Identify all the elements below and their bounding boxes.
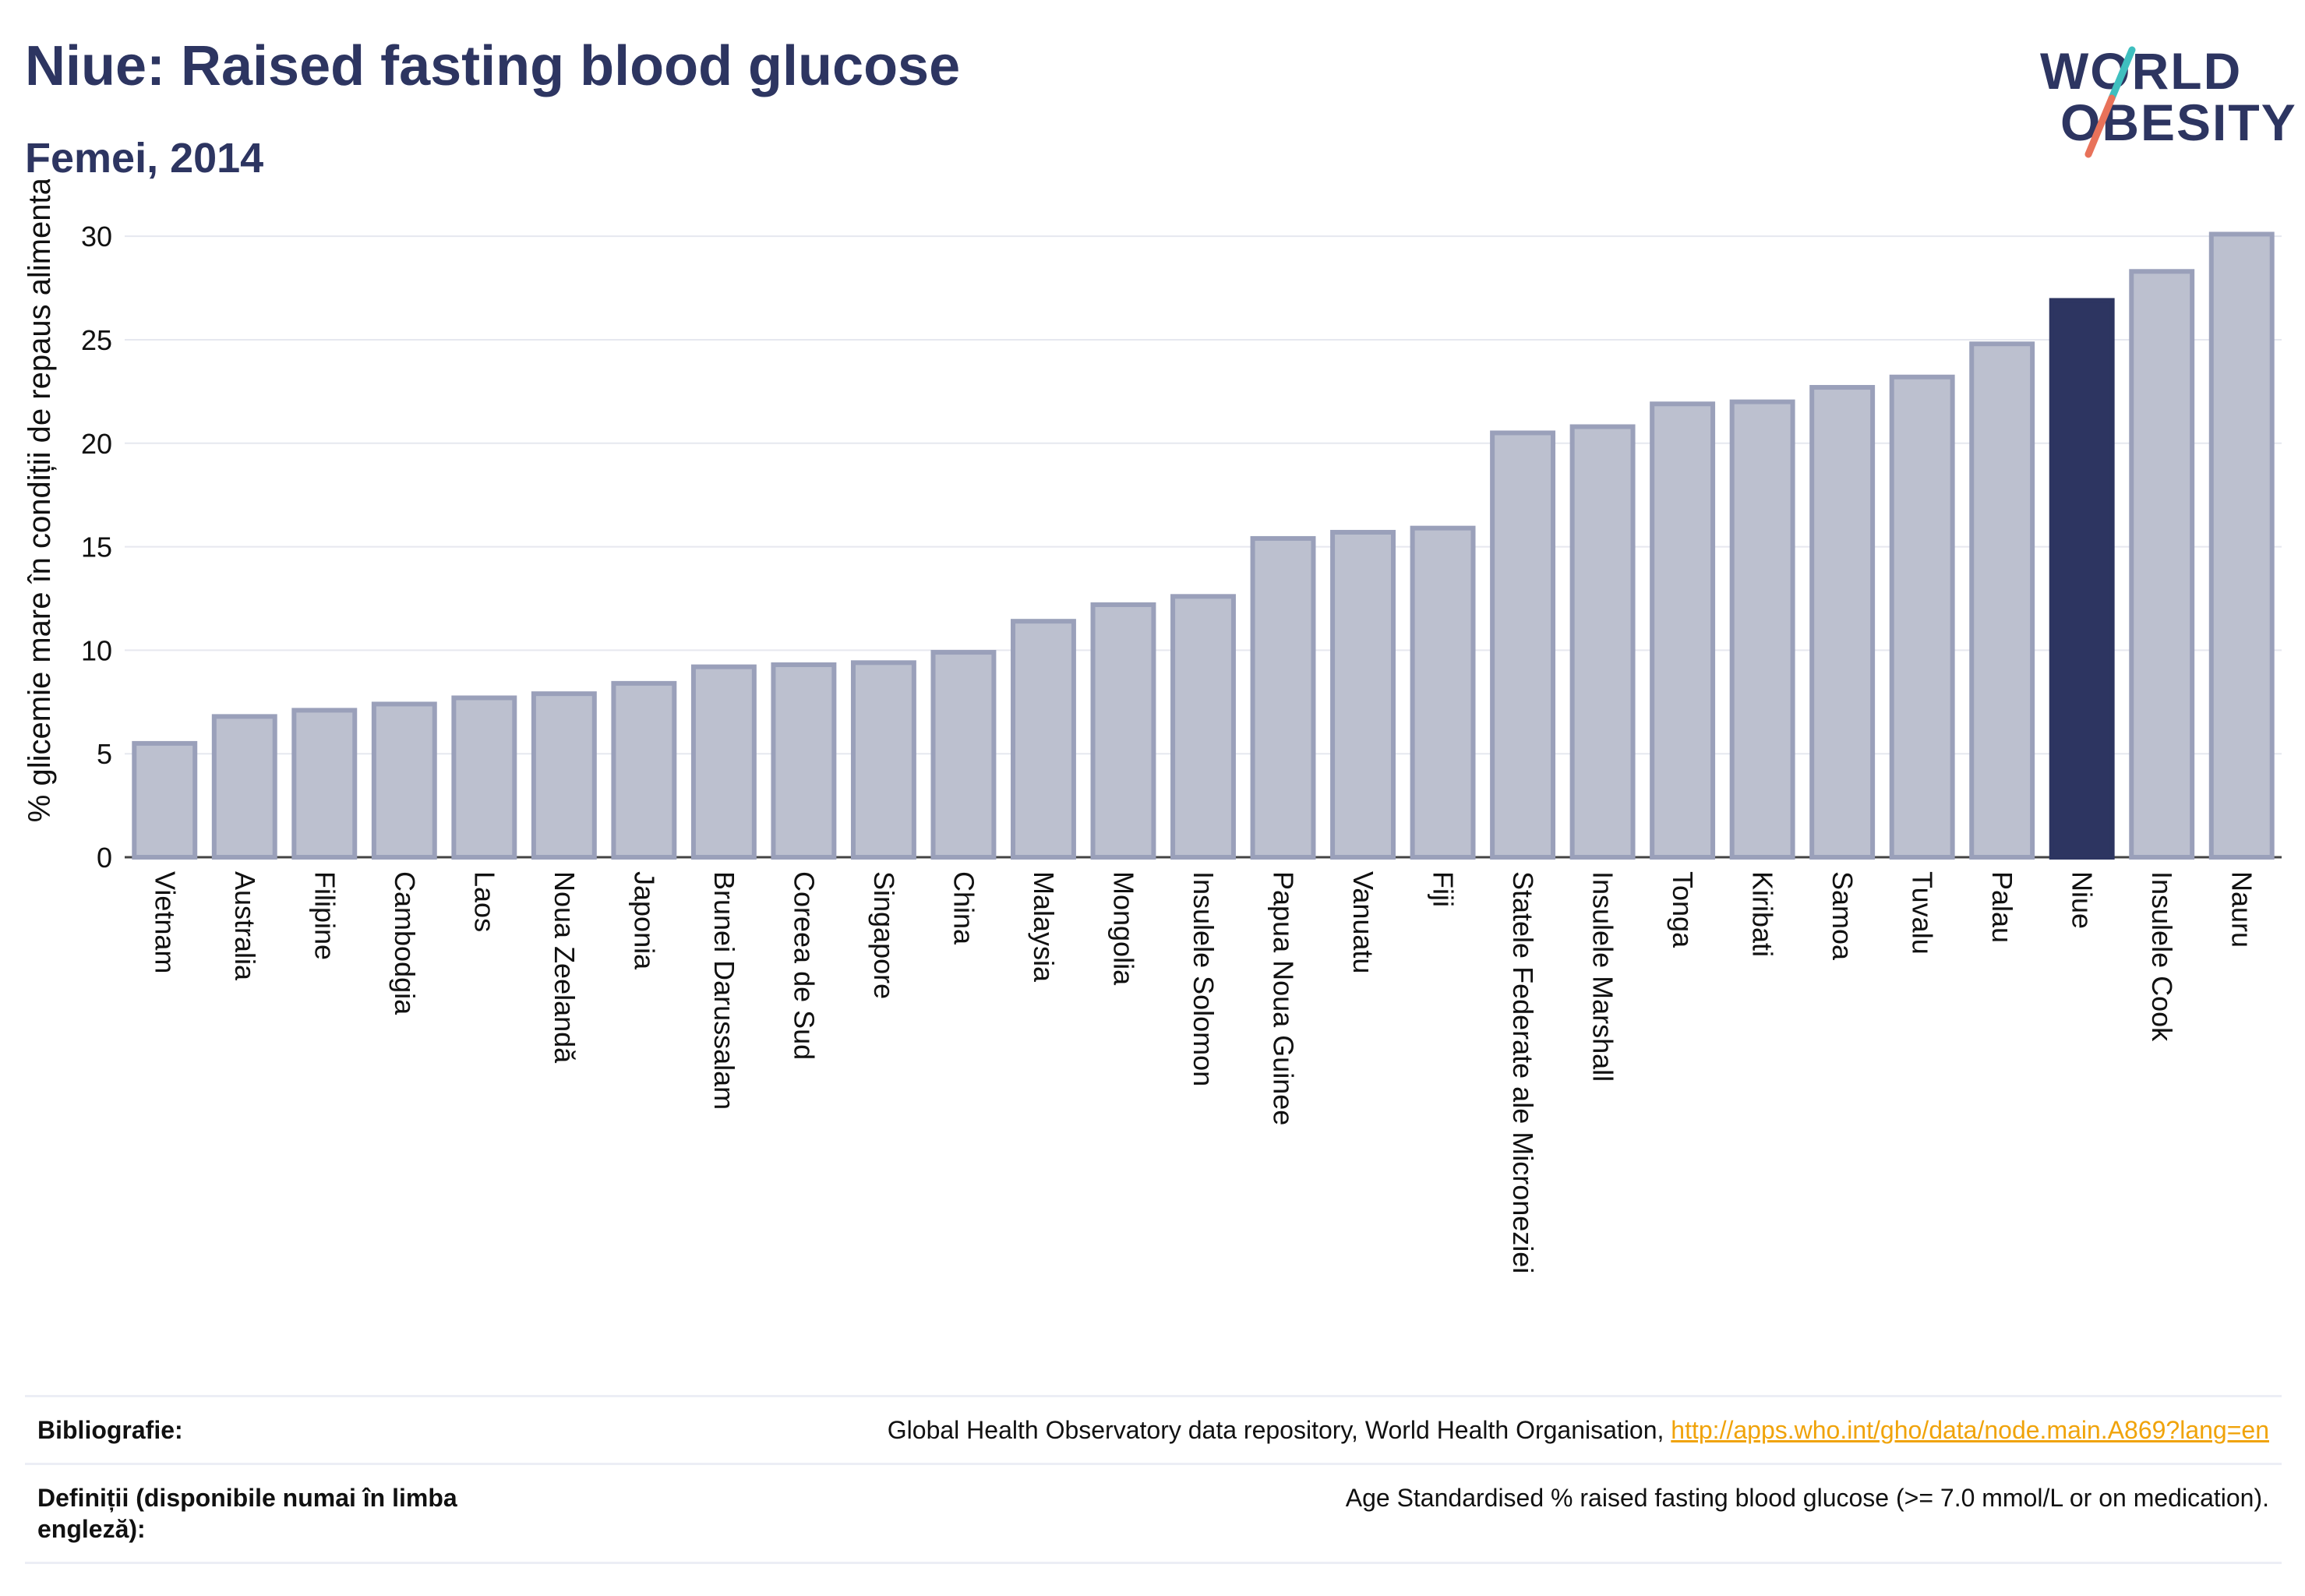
x-tick-label: Nauru — [2226, 871, 2258, 948]
bar-mongolia[interactable] — [1090, 602, 1156, 860]
bar-cambodgia[interactable] — [371, 701, 437, 860]
x-tick-label: Insulele Cook — [2146, 871, 2178, 1042]
y-tick-label: 20 — [81, 428, 112, 460]
x-tick-label: Samoa — [1827, 871, 1858, 961]
bar-japonia[interactable] — [611, 680, 677, 860]
bar-noua-zeelandă[interactable] — [531, 691, 597, 860]
world-obesity-logo: WORLD OBESITY — [2034, 31, 2296, 164]
x-tick-label: Japonia — [628, 871, 660, 970]
page-subtitle: Femei, 2014 — [25, 135, 264, 182]
x-tick-label: China — [948, 871, 980, 945]
bar-vietnam[interactable] — [132, 740, 198, 860]
y-tick-label: 25 — [81, 324, 112, 356]
definitions-row: Definiții (disponibile numai în limba en… — [25, 1463, 2282, 1564]
bar-samoa[interactable] — [1809, 385, 1876, 860]
y-tick-label: 15 — [81, 531, 112, 563]
x-tick-label: Singapore — [868, 871, 900, 999]
x-tick-label: Palau — [1986, 871, 2018, 943]
page-title: Niue: Raised fasting blood glucose — [25, 35, 961, 97]
bar-insulele-marshall[interactable] — [1569, 424, 1636, 860]
bar-china[interactable] — [930, 650, 997, 860]
x-tick-label: Mongolia — [1107, 871, 1139, 986]
bar-chart: 0 5 10 15 20 25 30 Vietnam Australia Filipine Cam… — [23, 179, 2282, 1273]
x-tick-label: Brunei Darussalam — [708, 871, 740, 1110]
x-tick-labels: Vietnam Australia Filipine Cambodgia Laos Nou… — [149, 871, 2257, 1273]
logo-line-1: WORLD — [2040, 42, 2243, 100]
y-tick-label: 5 — [97, 738, 112, 770]
bibliography-label: Bibliografie: — [37, 1416, 183, 1444]
footer-table: Bibliografie: Global Health Observatory … — [25, 1395, 2282, 1564]
x-tick-label: Kiribati — [1747, 871, 1779, 957]
x-tick-label: Insulele Marshall — [1587, 871, 1619, 1082]
x-tick-label: Statele Federate ale Microneziei — [1507, 871, 1539, 1273]
definitions-label: Definiții (disponibile numai în limba en… — [37, 1484, 457, 1543]
x-tick-label: Noua Zeelandă — [549, 871, 581, 1064]
bibliography-link[interactable]: http://apps.who.int/gho/data/node.main.A… — [1671, 1416, 2269, 1444]
y-tick-labels: 0 5 10 15 20 25 30 — [81, 221, 112, 874]
bar-insulele-cook[interactable] — [2129, 269, 2195, 860]
bar-insulele-solomon[interactable] — [1170, 594, 1236, 860]
bars — [132, 231, 2275, 860]
x-tick-label: Filipine — [309, 871, 341, 960]
bar-tonga[interactable] — [1650, 401, 1716, 860]
x-tick-label: Australia — [229, 871, 261, 981]
x-tick-label: Coreea de Sud — [788, 871, 820, 1060]
x-tick-label: Laos — [468, 871, 500, 932]
y-tick-label: 10 — [81, 634, 112, 666]
bar-statele-federate-ale-microneziei[interactable] — [1490, 430, 1556, 860]
x-tick-label: Tonga — [1667, 871, 1699, 948]
logo-slash-icon — [2084, 46, 2136, 158]
bibliography-row: Bibliografie: Global Health Observatory … — [25, 1395, 2282, 1463]
bar-tuvalu[interactable] — [1889, 374, 1955, 860]
bar-filipine[interactable] — [291, 708, 358, 860]
bar-fiji[interactable] — [1410, 525, 1476, 860]
bar-brunei-darussalam[interactable] — [690, 664, 757, 860]
x-tick-label: Cambodgia — [389, 871, 421, 1015]
bar-australia[interactable] — [211, 714, 277, 860]
bar-malaysia[interactable] — [1011, 619, 1076, 860]
bar-vanuatu[interactable] — [1330, 529, 1396, 860]
x-tick-label: Malaysia — [1028, 871, 1060, 983]
x-tick-label: Insulele Solomon — [1188, 871, 1220, 1086]
bar-kiribati[interactable] — [1729, 399, 1795, 860]
y-axis-label: % glicemie mare în condiții de repaus al… — [23, 179, 57, 822]
x-tick-label: Niue — [2067, 871, 2099, 929]
bar-papua-noua-guinee[interactable] — [1250, 535, 1316, 860]
x-tick-label: Fiji — [1428, 871, 1460, 907]
bibliography-text: Global Health Observatory data repositor… — [887, 1416, 1664, 1444]
bar-laos[interactable] — [451, 695, 517, 860]
bar-nauru[interactable] — [2208, 231, 2275, 860]
y-tick-label: 30 — [81, 221, 112, 252]
x-tick-label: Tuvalu — [1907, 871, 1939, 955]
x-tick-label: Vietnam — [149, 871, 181, 973]
bar-singapore[interactable] — [850, 660, 916, 860]
y-tick-label: 0 — [97, 842, 112, 874]
definitions-text: Age Standardised % raised fasting blood … — [1345, 1484, 2269, 1512]
bar-niue[interactable] — [2049, 298, 2115, 860]
x-tick-label: Papua Noua Guinee — [1268, 871, 1300, 1125]
bibliography-value: Global Health Observatory data repositor… — [875, 1397, 2282, 1463]
bar-coreea-de-sud[interactable] — [771, 662, 837, 860]
bar-palau[interactable] — [1969, 341, 2035, 860]
x-tick-label: Vanuatu — [1347, 871, 1379, 973]
